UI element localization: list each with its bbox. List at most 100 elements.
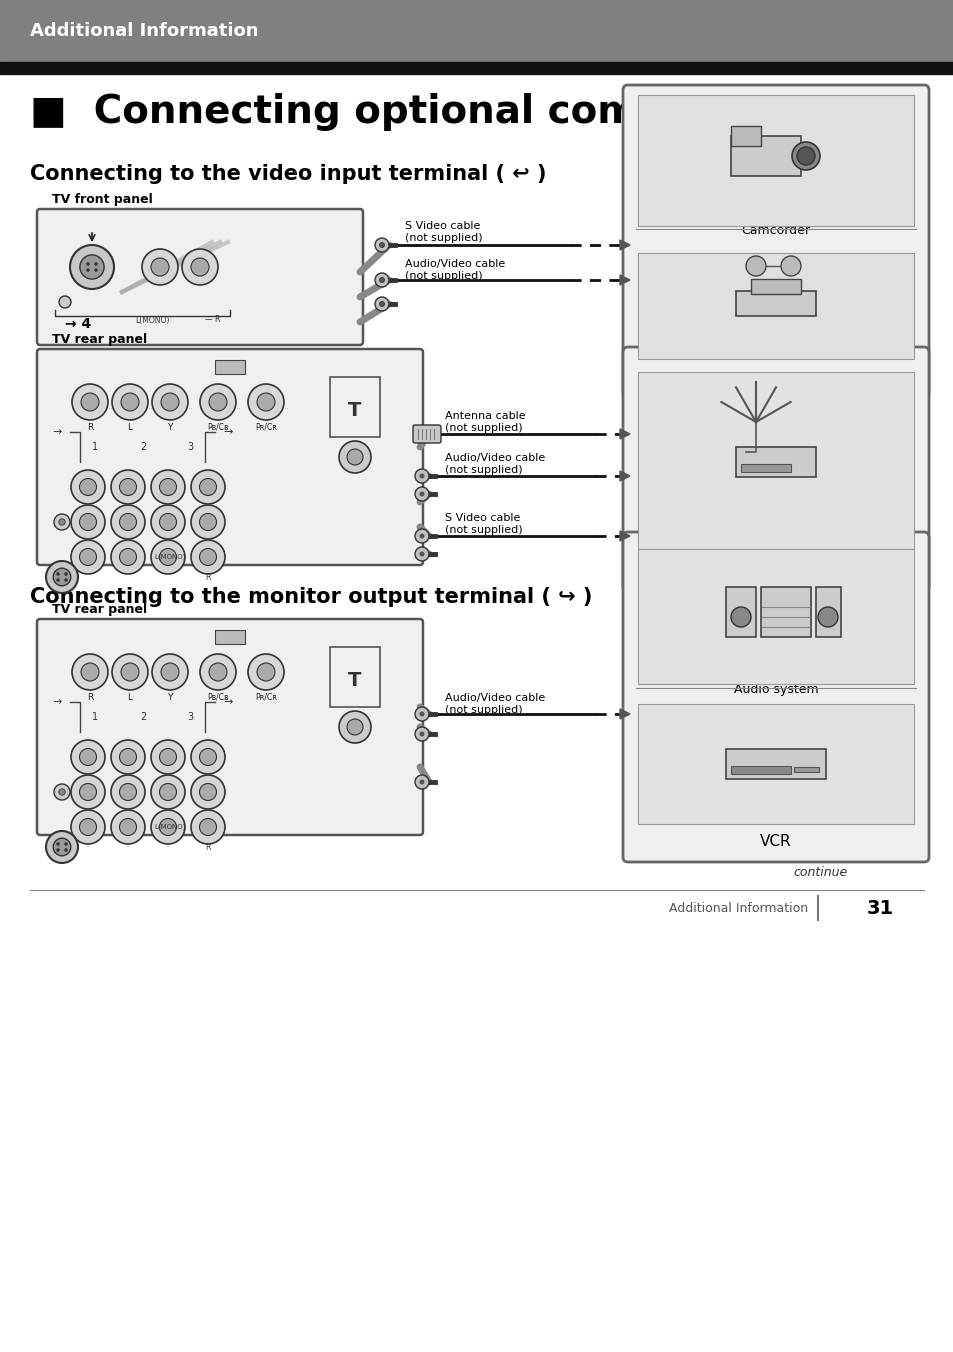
Circle shape xyxy=(56,579,59,581)
Bar xyxy=(760,587,810,637)
Text: Pʙ/Cʙ: Pʙ/Cʙ xyxy=(207,692,229,702)
Text: 1: 1 xyxy=(91,713,98,722)
Circle shape xyxy=(79,479,96,495)
Text: Y: Y xyxy=(167,692,172,702)
FancyBboxPatch shape xyxy=(622,531,928,863)
Text: L(MONO): L(MONO) xyxy=(135,315,170,324)
Bar xyxy=(793,767,818,772)
Circle shape xyxy=(71,470,105,504)
Bar xyxy=(638,372,913,552)
Circle shape xyxy=(191,470,225,504)
Bar xyxy=(330,648,379,707)
Polygon shape xyxy=(619,241,629,250)
Circle shape xyxy=(71,539,105,575)
FancyBboxPatch shape xyxy=(622,347,928,592)
Text: Y: Y xyxy=(167,422,172,431)
Circle shape xyxy=(159,549,176,565)
Text: ■  Connecting optional components: ■ Connecting optional components xyxy=(30,93,815,131)
Text: TV rear panel: TV rear panel xyxy=(52,603,147,617)
Text: R: R xyxy=(205,572,211,581)
Circle shape xyxy=(111,775,145,808)
Circle shape xyxy=(46,831,78,863)
Circle shape xyxy=(375,297,389,311)
Circle shape xyxy=(199,818,216,836)
Text: Pʀ/Cʀ: Pʀ/Cʀ xyxy=(254,422,276,431)
Bar xyxy=(638,253,913,360)
FancyBboxPatch shape xyxy=(622,85,928,397)
Circle shape xyxy=(119,749,136,765)
Circle shape xyxy=(209,662,227,681)
Circle shape xyxy=(159,514,176,530)
Circle shape xyxy=(338,441,371,473)
Polygon shape xyxy=(619,708,629,719)
Circle shape xyxy=(419,473,424,479)
Circle shape xyxy=(781,256,801,276)
Circle shape xyxy=(71,654,108,690)
Circle shape xyxy=(256,662,274,681)
Circle shape xyxy=(379,242,384,247)
Circle shape xyxy=(71,740,105,773)
Circle shape xyxy=(419,552,424,557)
Text: VCR: VCR xyxy=(760,833,791,849)
Circle shape xyxy=(152,654,188,690)
Circle shape xyxy=(46,561,78,594)
Circle shape xyxy=(119,514,136,530)
Circle shape xyxy=(159,749,176,765)
Circle shape xyxy=(419,534,424,538)
Circle shape xyxy=(94,262,97,265)
Circle shape xyxy=(112,654,148,690)
Text: Audio/Video cable
(not supplied): Audio/Video cable (not supplied) xyxy=(405,260,505,281)
Text: Audio system: Audio system xyxy=(733,684,818,696)
Text: S Video cable
(not supplied): S Video cable (not supplied) xyxy=(444,514,522,535)
Circle shape xyxy=(791,142,820,170)
Text: 3: 3 xyxy=(187,713,193,722)
Circle shape xyxy=(54,784,70,800)
Circle shape xyxy=(111,740,145,773)
Bar xyxy=(638,704,913,823)
Text: Connecting to the monitor output terminal ( ↪ ): Connecting to the monitor output termina… xyxy=(30,587,592,607)
Polygon shape xyxy=(619,470,629,481)
Circle shape xyxy=(379,277,384,283)
Circle shape xyxy=(200,384,235,420)
Text: 31: 31 xyxy=(865,899,893,918)
Text: Pʙ/Cʙ: Pʙ/Cʙ xyxy=(207,422,229,431)
Text: →: → xyxy=(52,698,62,707)
Circle shape xyxy=(347,449,363,465)
Circle shape xyxy=(65,572,68,576)
Bar xyxy=(638,95,913,226)
Circle shape xyxy=(199,549,216,565)
Circle shape xyxy=(112,384,148,420)
Circle shape xyxy=(119,479,136,495)
Circle shape xyxy=(199,749,216,765)
Circle shape xyxy=(379,301,384,307)
Circle shape xyxy=(152,384,188,420)
Bar xyxy=(638,549,913,684)
Bar xyxy=(750,279,801,293)
Circle shape xyxy=(347,719,363,735)
Text: T: T xyxy=(348,400,361,419)
Circle shape xyxy=(415,727,429,741)
Circle shape xyxy=(54,514,70,530)
Circle shape xyxy=(59,788,65,795)
Text: L(MONO): L(MONO) xyxy=(154,823,186,830)
Text: S Video cable
(not supplied): S Video cable (not supplied) xyxy=(405,222,482,243)
Circle shape xyxy=(59,296,71,308)
Circle shape xyxy=(111,539,145,575)
Text: Antenna cable
(not supplied): Antenna cable (not supplied) xyxy=(444,411,525,433)
Circle shape xyxy=(151,775,185,808)
Circle shape xyxy=(80,256,104,279)
Text: Connecting to the video input terminal ( ↩ ): Connecting to the video input terminal (… xyxy=(30,164,546,184)
Circle shape xyxy=(415,775,429,790)
Text: →: → xyxy=(52,427,62,437)
Text: L: L xyxy=(128,692,132,702)
Bar xyxy=(214,360,245,375)
Circle shape xyxy=(119,549,136,565)
Circle shape xyxy=(161,393,179,411)
Circle shape xyxy=(159,784,176,800)
Circle shape xyxy=(338,711,371,744)
Circle shape xyxy=(65,842,68,845)
Circle shape xyxy=(151,470,185,504)
Bar xyxy=(725,749,825,779)
Circle shape xyxy=(81,393,99,411)
Circle shape xyxy=(79,784,96,800)
